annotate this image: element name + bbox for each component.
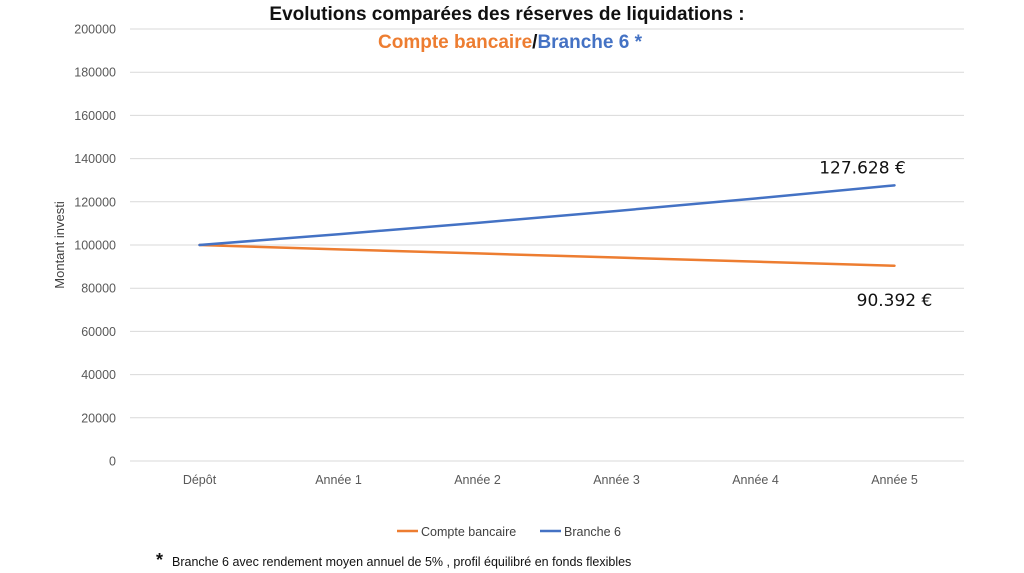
series-line-branche-6 (198, 184, 896, 247)
x-axis-ticks: Dépôt Année 1 Année 2 Année 3 Année 4 Année 5 (183, 473, 918, 487)
y-tick-label: 180000 (74, 66, 116, 80)
legend-label-compte: Compte bancaire (421, 525, 516, 539)
y-tick-label: 0 (109, 455, 116, 469)
y-tick-label: 100000 (74, 239, 116, 253)
y-tick-label: 140000 (74, 152, 116, 166)
y-tick-label: 80000 (81, 282, 116, 296)
y-tick-label: 160000 (74, 109, 116, 123)
chart-title: Evolutions comparées des réserves de liq… (269, 4, 744, 25)
x-tick-label: Année 5 (871, 473, 918, 487)
data-label-compte-bancaire: 90.392 € (857, 291, 933, 311)
subtitle-separator: / (532, 32, 538, 53)
x-tick-label: Année 1 (315, 473, 362, 487)
x-tick-label: Année 2 (454, 473, 501, 487)
y-axis-title: Montant investi (52, 201, 67, 289)
data-label-branche-6: 127.628 € (819, 158, 906, 178)
chart-subtitle: Compte bancaire/Branche 6 * (378, 32, 643, 53)
legend: Compte bancaire Branche 6 (397, 525, 621, 539)
subtitle-compte: Compte bancaire (378, 32, 532, 53)
legend-label-branche: Branche 6 (564, 525, 621, 539)
x-tick-label: Dépôt (183, 473, 217, 487)
y-tick-label: 20000 (81, 411, 116, 425)
footnote-marker: * (156, 550, 163, 570)
subtitle-branche: Branche 6 * (537, 32, 642, 53)
y-tick-label: 60000 (81, 325, 116, 339)
gridlines (130, 28, 964, 462)
footnote-text: Branche 6 avec rendement moyen annuel de… (172, 555, 631, 569)
x-tick-label: Année 4 (732, 473, 779, 487)
data-labels: 90.392 € 127.628 € (819, 158, 932, 310)
y-tick-label: 40000 (81, 368, 116, 382)
series-group (198, 184, 896, 268)
y-tick-label: 120000 (74, 195, 116, 209)
y-tick-label: 200000 (74, 23, 116, 37)
x-tick-label: Année 3 (593, 473, 640, 487)
series-line-compte-bancaire (198, 243, 896, 268)
y-axis-ticks: 0 20000 40000 60000 80000 100000 120000 140000 1… (74, 23, 116, 469)
